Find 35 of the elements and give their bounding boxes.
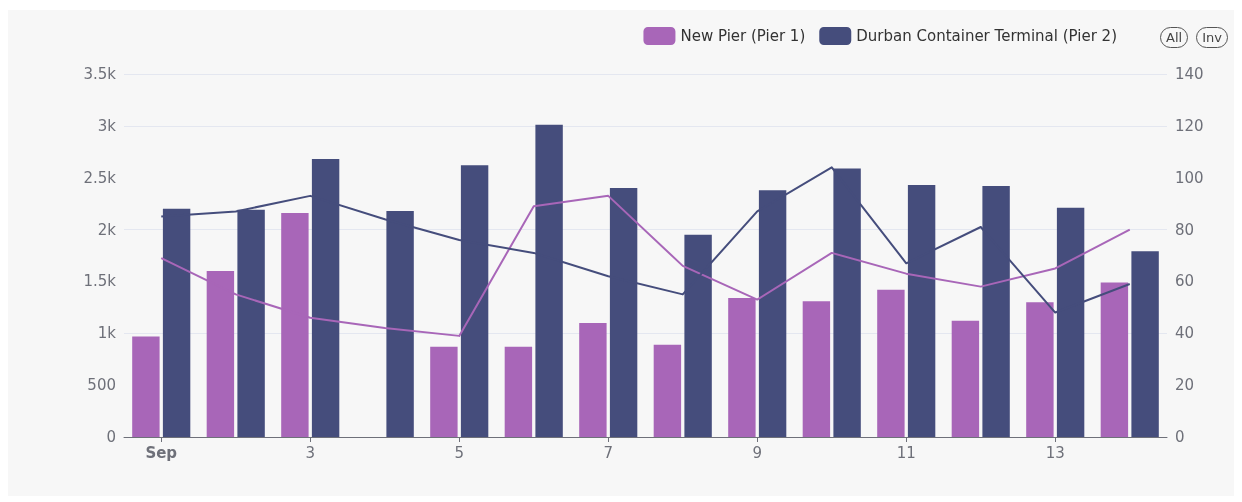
y-tick-label: 1.5k — [83, 272, 117, 291]
y-tick-label: 2.5k — [83, 168, 117, 187]
x-tick-label: 9 — [752, 443, 763, 462]
legend-label: New Pier (Pier 1) — [680, 27, 806, 45]
y-tick-label: 1k — [97, 324, 117, 343]
y2-tick-label: 120 — [1175, 116, 1204, 135]
x-tick-label: 7 — [603, 443, 614, 462]
bar — [653, 344, 682, 437]
bar — [951, 320, 980, 437]
y2-tick-label: 100 — [1175, 168, 1204, 187]
bar — [1100, 282, 1129, 437]
y-tick-label: 2k — [97, 220, 117, 239]
legend-label: Durban Container Terminal (Pier 2) — [856, 27, 1118, 45]
y2-tick-label: 60 — [1175, 272, 1195, 291]
bar — [877, 289, 905, 437]
x-tick-label: 5 — [454, 443, 465, 462]
bar — [504, 346, 533, 437]
bar — [132, 336, 160, 437]
y-tick-label: 3k — [97, 116, 117, 135]
y2-tick-label: 20 — [1175, 376, 1195, 395]
x-tick-label: 13 — [1045, 443, 1065, 462]
y2-tick-label: 80 — [1175, 220, 1195, 239]
bar — [579, 322, 607, 437]
y-tick-label: 3.5k — [83, 65, 117, 83]
y2-tick-label: 0 — [1175, 428, 1185, 446]
bar — [430, 346, 458, 437]
y-tick-label: 0 — [106, 428, 116, 446]
y2-tick-label: 140 — [1175, 65, 1204, 83]
y-tick-label: 500 — [87, 376, 116, 395]
y2-tick-label: 40 — [1175, 324, 1195, 343]
bar — [1026, 302, 1054, 437]
x-tick-label: 11 — [896, 443, 916, 462]
x-tick-label: Sep — [145, 443, 178, 462]
x-tick-label: 3 — [305, 443, 316, 462]
bar — [802, 301, 831, 437]
